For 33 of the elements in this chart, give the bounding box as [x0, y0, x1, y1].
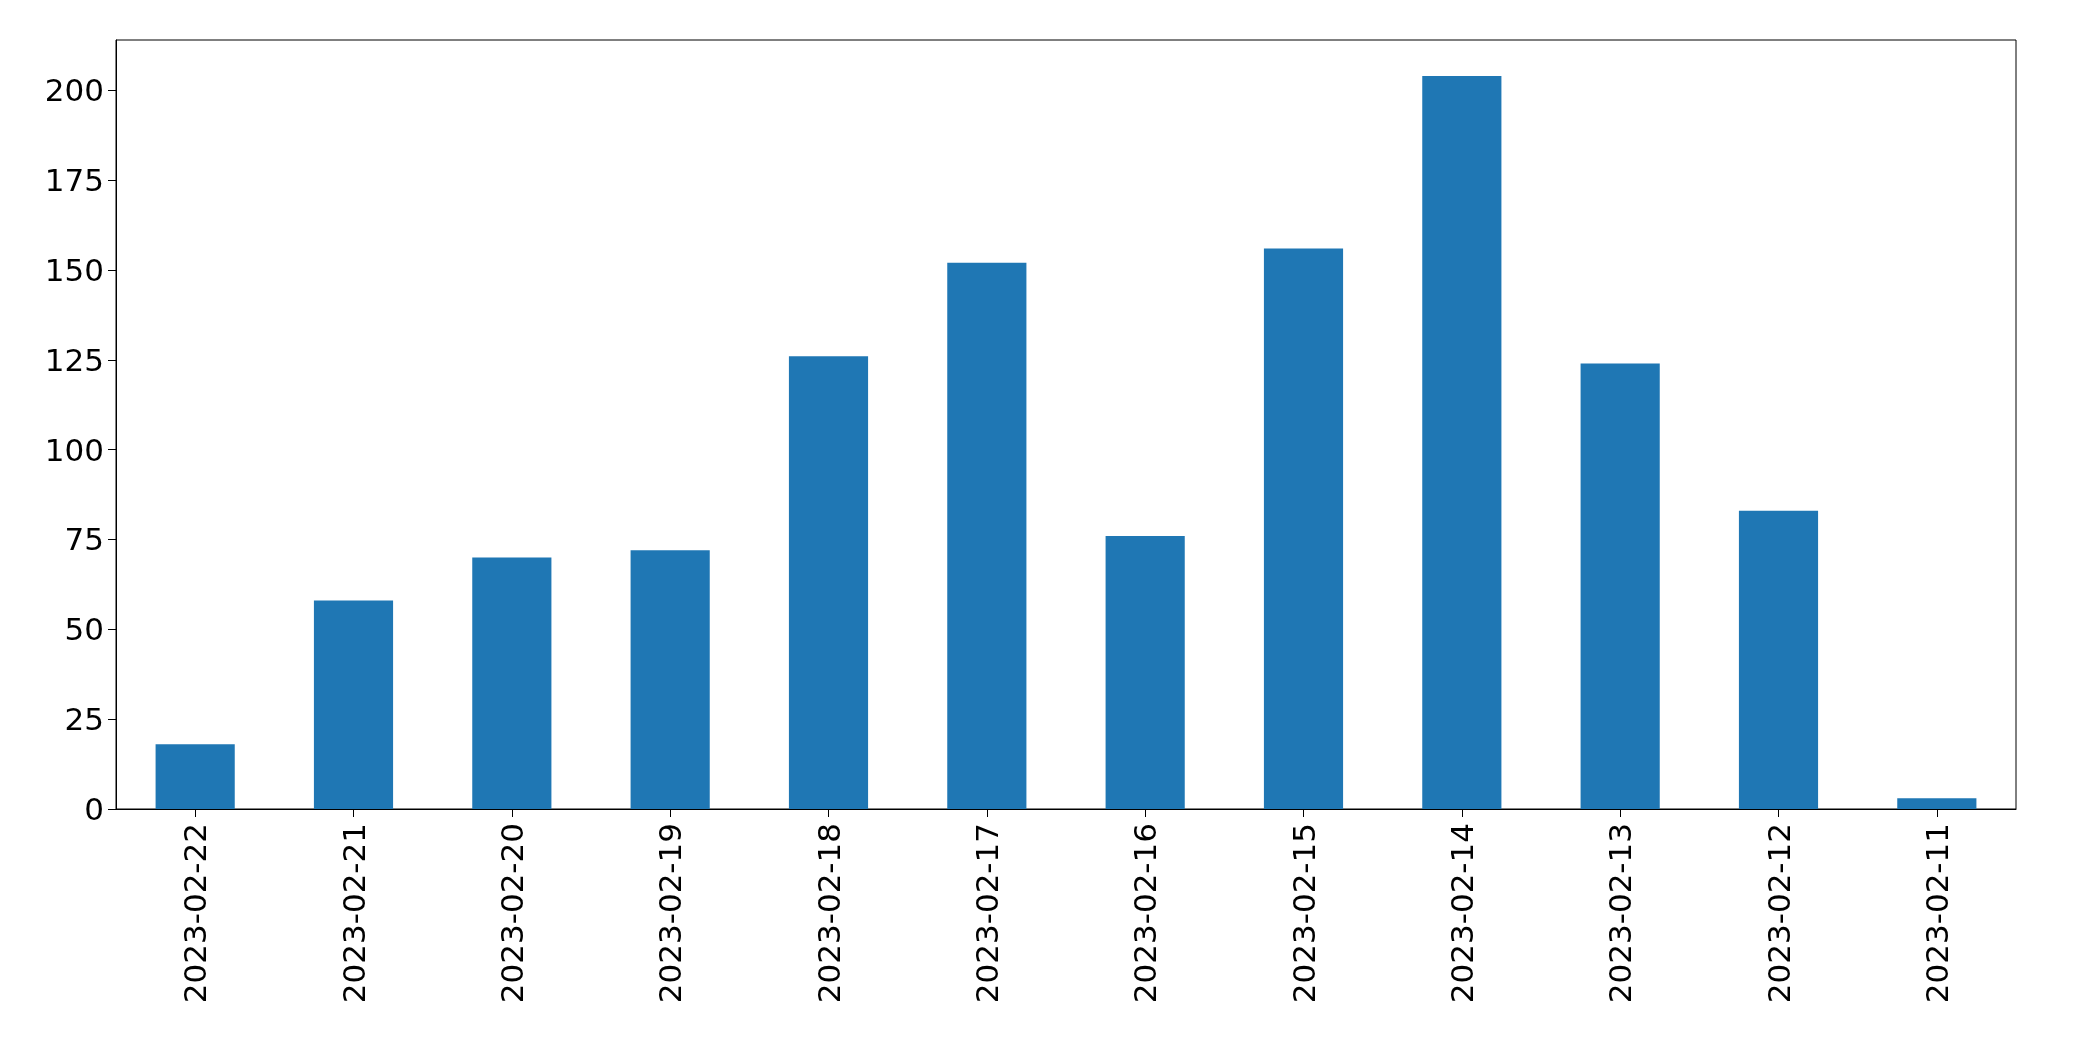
x-tick-label: 2023-02-19: [652, 823, 689, 1004]
bar: [630, 550, 710, 809]
bar: [1105, 535, 1185, 809]
bar: [1422, 75, 1502, 809]
x-tick-label: 2023-02-17: [968, 823, 1005, 1004]
y-tick-label: 175: [44, 162, 104, 199]
y-tick-label: 200: [44, 72, 104, 109]
y-tick-label: 150: [44, 251, 104, 288]
y-tick-label: 100: [44, 431, 104, 468]
bar: [1580, 363, 1660, 809]
bar: [1738, 510, 1819, 809]
x-tick-label: 2023-02-11: [1918, 823, 1955, 1004]
bar: [788, 356, 869, 809]
bar: [472, 557, 552, 809]
y-tick-label: 25: [64, 701, 104, 738]
x-tick-label: 2023-02-13: [1602, 823, 1639, 1004]
bar: [1897, 798, 1977, 809]
x-tick-label: 2023-02-14: [1443, 823, 1480, 1004]
x-tick-label: 2023-02-21: [335, 823, 372, 1004]
y-tick-label: 125: [44, 341, 104, 378]
y-tick-label: 50: [64, 611, 104, 648]
bar: [1263, 248, 1344, 809]
y-tick-label: 75: [64, 521, 104, 558]
x-tick-label: 2023-02-20: [493, 823, 530, 1004]
x-tick-label: 2023-02-22: [177, 823, 214, 1004]
x-tick-label: 2023-02-12: [1760, 823, 1797, 1004]
x-tick-label: 2023-02-15: [1285, 823, 1322, 1004]
x-tick-label: 2023-02-16: [1127, 823, 1164, 1004]
bar: [155, 744, 235, 809]
bar: [313, 600, 394, 809]
x-tick-label: 2023-02-18: [810, 823, 847, 1004]
y-tick-label: 0: [84, 791, 104, 827]
bar: [947, 262, 1027, 809]
